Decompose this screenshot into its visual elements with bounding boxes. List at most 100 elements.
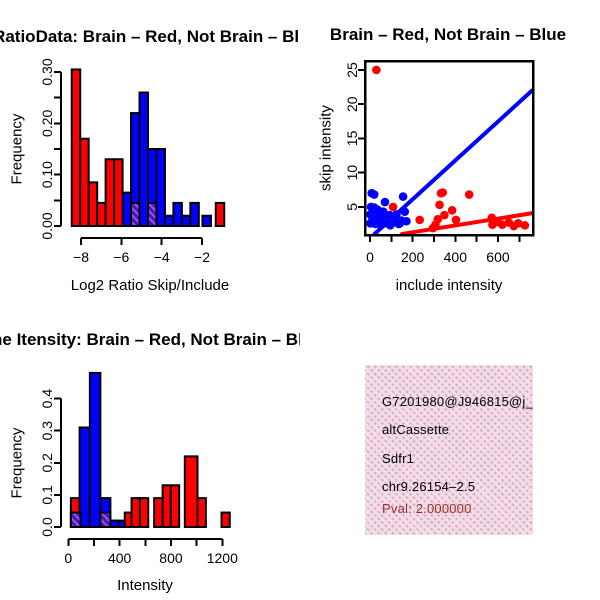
y-tick-label: 0.1 — [39, 485, 55, 505]
info-line-gene-name: Sdfr1 — [382, 451, 415, 466]
y-tick-label: 0.0 — [39, 517, 55, 537]
x-tick-label: 400 — [444, 249, 468, 265]
histogram-bar-blue — [121, 191, 133, 227]
info-box: G7201980@J946815@j_ altCassette Sdfr1 ch… — [365, 365, 533, 535]
histogram-bar-blue — [88, 371, 102, 528]
x-tick-label: 800 — [159, 550, 183, 566]
info-line-event-type: altCassette — [382, 422, 450, 437]
histogram-bar-overlap-hatch — [146, 201, 158, 228]
histogram-bar-red — [104, 158, 116, 227]
x-tick-label: 600 — [486, 249, 510, 265]
histogram-bars — [69, 371, 231, 529]
panel-title: Brain – Red, Not Brain – Blue — [330, 25, 566, 44]
histogram-bar-blue — [109, 519, 120, 529]
histogram-bar-blue — [163, 214, 175, 227]
scatter-point-brain — [433, 214, 443, 224]
points-brain — [372, 65, 530, 233]
histogram-bar-red — [183, 455, 199, 529]
x-axis-title: Intensity — [117, 577, 173, 594]
histogram-bar-red — [79, 137, 90, 227]
x-tick-label: 0 — [64, 550, 72, 566]
scatter-point-brain — [388, 202, 398, 212]
histogram-bar-red — [161, 484, 172, 529]
histogram-bar-red — [196, 497, 207, 528]
x-tick-label: 0 — [366, 249, 374, 265]
x-tick-label: 400 — [108, 550, 132, 566]
histogram-bar-blue — [138, 91, 149, 227]
x-axis-title: Log2 Ratio Skip/Include — [71, 277, 229, 294]
histogram-bar-overlap-hatch — [130, 201, 141, 228]
scatter-point-brain — [372, 65, 381, 75]
histogram-bar-red — [87, 181, 99, 228]
scatter-point-not_brain — [388, 218, 398, 227]
histogram-bar-red — [214, 201, 226, 228]
x-tick-label: −2 — [194, 249, 210, 265]
y-axis-title: Frequency — [8, 113, 25, 184]
histogram-bar-overlap-hatch — [69, 511, 82, 528]
panel-title: RatioData: Brain – Red, Not Brain – Blue — [0, 27, 300, 46]
histogram-bars — [70, 68, 226, 228]
histogram-bar-red — [113, 158, 124, 227]
y-tick-label: 0.10 — [39, 161, 55, 188]
scatter-point-brain — [520, 221, 530, 230]
scatter-point-brain — [451, 215, 461, 225]
scatter-point-brain — [497, 220, 507, 229]
plot-box — [363, 59, 535, 237]
x-axis-title: include intensity — [396, 277, 503, 294]
info-line-locus: chr9.26154–2.5 — [382, 479, 476, 494]
y-axis-title: Frequency — [8, 427, 25, 498]
histogram-bar-red — [123, 511, 133, 528]
histogram-bar-red — [96, 201, 107, 228]
info-line-pvalue: Pval: 2.000000 — [382, 501, 472, 516]
fit-line-brain — [399, 211, 533, 235]
y-tick-label: 25 — [344, 62, 360, 78]
histogram-bar-blue — [189, 201, 200, 228]
scatter-point-brain — [447, 205, 457, 215]
x-tick-label: 1200 — [207, 550, 238, 566]
y-tick-label: 0.4 — [39, 389, 55, 409]
histogram-bar-blue — [180, 214, 192, 227]
fit-line-not_brain — [372, 88, 533, 235]
y-tick-label: 0.3 — [39, 421, 55, 441]
y-tick-label: 0.20 — [39, 110, 55, 137]
scatter-point-brain — [513, 219, 523, 228]
scatter-point-not_brain — [400, 207, 410, 216]
histogram-bar-blue — [155, 148, 166, 228]
log2-ratio-histogram-panel: RatioData: Brain – Red, Not Brain – Blue… — [0, 27, 300, 294]
scatter-point-brain — [464, 190, 474, 199]
scatter-point-not_brain — [380, 197, 390, 207]
y-tick-label: 5 — [344, 203, 360, 211]
panel-title: Gene Itensity: Brain – Red, Not Brain – … — [0, 330, 300, 349]
histogram-bar-overlap-hatch — [99, 511, 112, 528]
y-tick-label: 15 — [344, 130, 360, 146]
gene-intensity-histogram-panel: Gene Itensity: Brain – Red, Not Brain – … — [0, 330, 300, 594]
x-tick-label: −6 — [113, 249, 129, 265]
y-tick-label: 10 — [344, 165, 360, 181]
scatter-point-brain — [440, 210, 449, 220]
scatter-point-brain — [435, 200, 444, 210]
histogram-bar-red — [153, 497, 164, 528]
histogram-bar-red — [138, 497, 150, 528]
y-tick-label: 0.00 — [39, 212, 55, 239]
histogram-bar-red — [220, 511, 231, 528]
y-tick-label: 20 — [344, 96, 360, 112]
scatter-point-not_brain — [402, 216, 411, 226]
x-tick-label: 200 — [401, 249, 425, 265]
scatter-point-not_brain — [376, 220, 385, 229]
histogram-bar-blue — [172, 201, 183, 228]
histogram-bar-red — [169, 484, 181, 529]
scatter-point-not_brain — [398, 192, 408, 201]
x-tick-label: −4 — [154, 249, 170, 265]
scatter-point-not_brain — [369, 190, 379, 199]
histogram-bar-red — [70, 68, 82, 227]
plot-area — [366, 65, 533, 235]
scatter-point-brain — [438, 188, 448, 197]
histogram-bar-red — [130, 497, 141, 528]
y-tick-label: 0.30 — [39, 58, 55, 85]
scatter-point-brain — [415, 215, 424, 225]
histogram-bar-blue — [201, 214, 212, 227]
intensity-scatter-panel: Brain – Red, Not Brain – Blue 5 10 15 20 25 0 2… — [317, 25, 566, 294]
info-line-probe-id: G7201980@J946815@j_ — [382, 394, 533, 409]
y-axis-title: skip intensity — [317, 105, 334, 191]
